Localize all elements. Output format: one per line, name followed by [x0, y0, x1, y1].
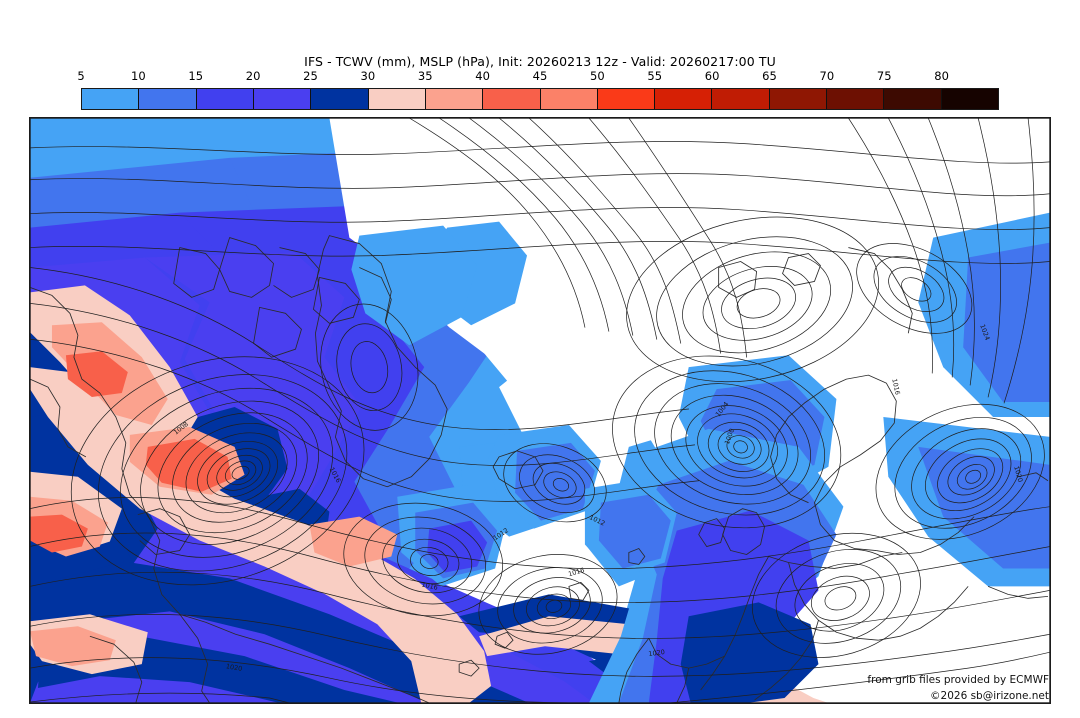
- colorbar-tick-50: 50: [590, 69, 605, 83]
- colorbar-swatch-blue-violet-2: [253, 89, 312, 109]
- colorbar-swatch-red: [655, 89, 713, 109]
- colorbar-swatch-dark-red: [712, 89, 770, 109]
- colorbar-tick-55: 55: [647, 69, 663, 83]
- colorbar-swatch-near-black: [884, 89, 942, 109]
- colorbar-swatch-light-blue: [82, 89, 140, 109]
- colorbar-tick-10: 10: [131, 69, 146, 83]
- colorbar-swatch-red-orange: [483, 89, 541, 109]
- svg-text:1020: 1020: [648, 648, 665, 658]
- cyclone-spiral-norwegian: [612, 355, 842, 529]
- colorbar-tick-70: 70: [819, 69, 835, 83]
- colorbar-tick-30: 30: [360, 69, 376, 83]
- colorbar-tick-5: 5: [77, 69, 85, 83]
- colorbar-tick-40: 40: [475, 69, 490, 83]
- colorbar-swatch-salmon-light: [540, 89, 598, 109]
- svg-text:1016: 1016: [890, 378, 901, 396]
- colorbar-tick-45: 45: [532, 69, 548, 83]
- colorbar-swatch-orange-red: [597, 89, 656, 109]
- cyclone-spiral-baltic: [875, 403, 1045, 540]
- colorbar-tick-25: 25: [303, 69, 318, 83]
- tcwv-shading-foreground: [351, 212, 1050, 703]
- colorbar-tick-80: 80: [934, 69, 949, 83]
- colorbar-tick-75: 75: [876, 69, 892, 83]
- cyclone-spiral-midatlantic: [343, 502, 504, 617]
- anticyclone-greenland-interior: [320, 303, 419, 431]
- colorbar-tick-20: 20: [245, 69, 261, 83]
- colorbar-swatch-darker-red: [769, 89, 828, 109]
- colorbar-swatch-blue: [139, 89, 197, 109]
- colorbar-swatch-blue-violet: [196, 89, 254, 109]
- colorbar-swatch-pale-pink: [368, 89, 426, 109]
- colorbar-tick-35: 35: [417, 69, 433, 83]
- anticyclone-greenland-sea: [856, 243, 973, 334]
- page-title: IFS - TCWV (mm), MSLP (hPa), Init: 20260…: [304, 54, 776, 69]
- anticyclone-arctic: [626, 216, 879, 383]
- credit-source: from grib files provided by ECMWF: [867, 674, 1049, 686]
- colorbar-tick-60: 60: [704, 69, 720, 83]
- colorbar-tick-labels: 5 10 15 20 25 30 35 40 45 50 55 60 65 70 75 80: [77, 69, 999, 85]
- colorbar-swatch-deep-navy: [311, 89, 369, 109]
- colorbar-legend: 5 10 15 20 25 30 35 40 45 50 55 60 65 70 75 80: [77, 69, 999, 110]
- colorbar-tick-15: 15: [188, 69, 204, 83]
- colorbar-tick-65: 65: [762, 69, 777, 83]
- svg-text:1020: 1020: [225, 662, 243, 673]
- colorbar-swatch-maroon: [827, 89, 885, 109]
- cyclone-spiral-atlantic: [70, 356, 365, 586]
- colorbar-swatch-salmon: [425, 89, 484, 109]
- cyclone-spiral-iberia: [478, 554, 618, 655]
- credit-copyright: ©2026 sb@irizone.net: [930, 690, 1049, 702]
- map-panel[interactable]: 1008 1016 1004 1000 1012 1012 1016 1016 …: [29, 117, 1051, 704]
- cyclone-spiral-iceland: [503, 443, 607, 523]
- map-svg: 1008 1016 1004 1000 1012 1012 1016 1016 …: [30, 118, 1050, 703]
- colorbar-swatches: [81, 88, 999, 110]
- isobars: 1008 1016 1004 1000 1012 1012 1016 1016 …: [30, 118, 1050, 703]
- svg-text:1016: 1016: [421, 581, 439, 592]
- colorbar-swatch-black: [941, 89, 998, 109]
- anticyclone-central-europe: [751, 532, 921, 658]
